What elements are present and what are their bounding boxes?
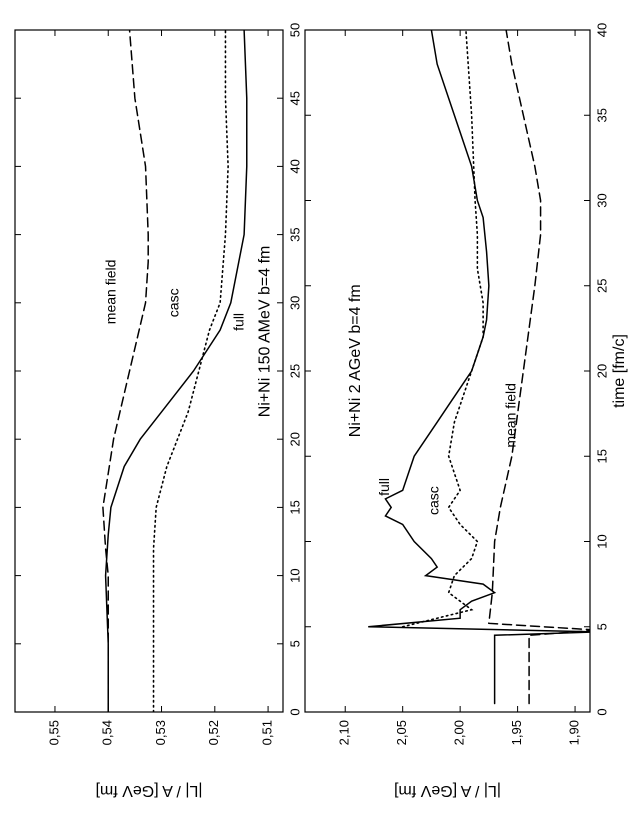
x-tick-label: 0 bbox=[594, 708, 609, 715]
plot-area bbox=[102, 30, 248, 712]
series-line bbox=[104, 30, 248, 712]
x-tick-label: 25 bbox=[287, 364, 302, 378]
curve-label: full bbox=[376, 478, 392, 496]
x-tick-label: 15 bbox=[287, 500, 302, 514]
x-tick-label: 10 bbox=[287, 568, 302, 582]
curve-label: casc bbox=[166, 288, 182, 317]
rotated-plot: 051015202530354045500,510,520,530,540,55… bbox=[14, 23, 628, 799]
x-tick-label: 35 bbox=[287, 227, 302, 241]
x-tick-label: 45 bbox=[287, 91, 302, 105]
x-tick-label: 30 bbox=[594, 193, 609, 207]
series-line bbox=[102, 30, 149, 712]
curve-label: mean field bbox=[503, 383, 519, 448]
y-tick-label: 0,51 bbox=[260, 720, 275, 745]
series-line bbox=[368, 30, 590, 705]
curve-label: casc bbox=[426, 486, 442, 515]
x-tick-label: 35 bbox=[594, 108, 609, 122]
y-tick-label: 2,10 bbox=[337, 720, 352, 745]
x-tick-label: 10 bbox=[594, 534, 609, 548]
y-axis-label: |L| / A [GeV fm] bbox=[95, 782, 202, 799]
plot-area bbox=[368, 30, 590, 705]
x-tick-label: 15 bbox=[594, 449, 609, 463]
series-line bbox=[152, 30, 229, 712]
y-tick-label: 0,53 bbox=[153, 720, 168, 745]
y-tick-label: 0,52 bbox=[206, 720, 221, 745]
plot-frame bbox=[14, 29, 284, 713]
x-tick-label: 5 bbox=[594, 623, 609, 630]
curve-label: mean field bbox=[103, 260, 119, 325]
y-tick-label: 2,00 bbox=[452, 720, 467, 745]
x-tick-label: 40 bbox=[594, 23, 609, 37]
series-line bbox=[488, 30, 590, 705]
panel-title: Ni+Ni 2 AGeV b=4 fm bbox=[347, 284, 364, 437]
x-tick-label: 30 bbox=[287, 296, 302, 310]
series-line bbox=[401, 30, 484, 628]
x-tick-label: 5 bbox=[287, 640, 302, 647]
x-tick-label: 20 bbox=[287, 432, 302, 446]
y-axis-label: |L| / A [GeV fm] bbox=[394, 782, 501, 799]
y-tick-label: 2,05 bbox=[394, 720, 409, 745]
y-tick-label: 0,55 bbox=[46, 720, 61, 745]
y-tick-label: 1,90 bbox=[566, 720, 581, 745]
x-tick-label: 50 bbox=[287, 23, 302, 37]
x-tick-label: 20 bbox=[594, 364, 609, 378]
curve-label: full bbox=[231, 313, 247, 331]
x-tick-label: 40 bbox=[287, 159, 302, 173]
x-tick-label: 0 bbox=[287, 708, 302, 715]
y-tick-label: 1,95 bbox=[509, 720, 524, 745]
y-tick-label: 0,54 bbox=[100, 720, 115, 745]
x-tick-label: 25 bbox=[594, 279, 609, 293]
panel-title: Ni+Ni 150 AMeV b=4 fm bbox=[257, 246, 274, 418]
x-axis-label: time [fm/c] bbox=[611, 334, 628, 408]
